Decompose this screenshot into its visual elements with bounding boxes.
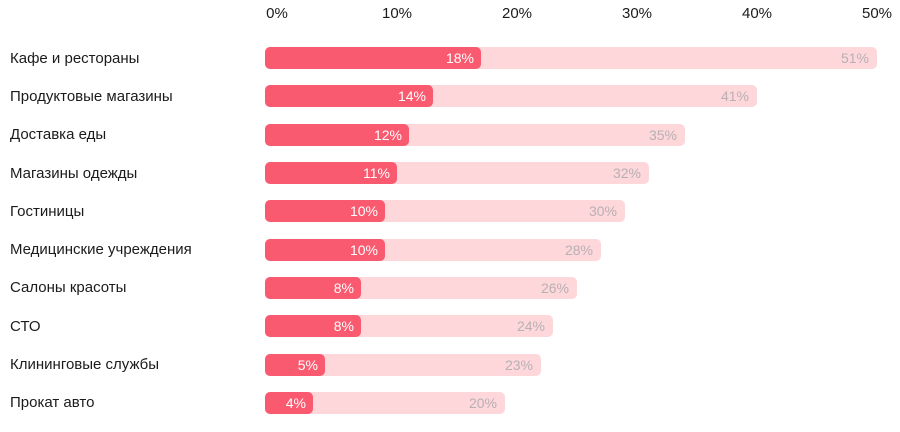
active-value-label: 12% xyxy=(373,126,402,143)
bar-track: 32% 11% xyxy=(265,162,900,185)
total-value-label: 35% xyxy=(648,126,677,143)
chart-row: Магазины одежды 32% 11% xyxy=(0,154,900,192)
bar-track: 41% 14% xyxy=(265,85,900,108)
chart-row: Медицинские учреждения 28% 10% xyxy=(0,230,900,268)
category-label: Салоны красоты xyxy=(10,279,127,297)
total-value-label: 41% xyxy=(720,88,749,105)
chart-row: Продуктовые магазины 41% 14% xyxy=(0,77,900,115)
total-value-label: 30% xyxy=(588,203,617,220)
x-axis-tick: 30% xyxy=(621,5,653,22)
active-value-label: 11% xyxy=(363,165,390,182)
chart-row: Салоны красоты 26% 8% xyxy=(0,269,900,307)
active-value-label: 10% xyxy=(349,241,378,258)
active-bar: 11% xyxy=(265,162,397,185)
chart-row: Клининговые службы 23% 5% xyxy=(0,345,900,383)
bar-track: 35% 12% xyxy=(265,123,900,146)
x-axis-tick: 20% xyxy=(501,5,533,22)
x-axis-tick: 50% xyxy=(861,5,893,22)
category-label: Медицинские учреждения xyxy=(10,241,192,259)
category-label: Продуктовые магазины xyxy=(10,87,173,105)
x-axis: 0% 10% 20% 30% 40% 50% xyxy=(0,5,900,25)
category-label: СТО xyxy=(10,317,41,335)
category-label: Кафе и рестораны xyxy=(10,49,140,67)
total-value-label: 26% xyxy=(540,279,569,296)
x-axis-tick: 0% xyxy=(266,5,288,22)
category-label: Прокат авто xyxy=(10,394,95,412)
bar-track: 28% 10% xyxy=(265,238,900,261)
total-value-label: 20% xyxy=(468,394,497,411)
active-bar: 10% xyxy=(265,200,385,223)
active-bar: 5% xyxy=(265,353,325,376)
total-value-label: 28% xyxy=(564,241,593,258)
active-bar: 14% xyxy=(265,85,433,108)
active-bar: 12% xyxy=(265,123,409,146)
active-bar: 10% xyxy=(265,238,385,261)
active-value-label: 4% xyxy=(285,394,306,411)
bar-track: 24% 8% xyxy=(265,315,900,338)
active-bar: 4% xyxy=(265,391,313,414)
active-bar: 8% xyxy=(265,276,361,299)
bar-track: 30% 10% xyxy=(265,200,900,223)
category-label: Гостиницы xyxy=(10,202,85,220)
bar-track: 23% 5% xyxy=(265,353,900,376)
chart-row: Прокат авто 20% 4% xyxy=(0,384,900,422)
active-value-label: 5% xyxy=(297,356,318,373)
total-value-label: 23% xyxy=(504,356,533,373)
active-value-label: 18% xyxy=(445,50,474,67)
x-axis-tick: 40% xyxy=(741,5,773,22)
total-value-label: 24% xyxy=(516,318,545,335)
active-bar: 8% xyxy=(265,315,361,338)
chart-row: Доставка еды 35% 12% xyxy=(0,116,900,154)
bar-track: 51% 18% xyxy=(265,47,900,70)
active-value-label: 10% xyxy=(349,203,378,220)
chart-row: Гостиницы 30% 10% xyxy=(0,192,900,230)
active-value-label: 14% xyxy=(397,88,426,105)
total-value-label: 32% xyxy=(612,165,641,182)
x-axis-tick: 10% xyxy=(381,5,413,22)
chart-row: Кафе и рестораны 51% 18% xyxy=(0,39,900,77)
category-label: Клининговые службы xyxy=(10,356,160,374)
chart-row: СТО 24% 8% xyxy=(0,307,900,345)
active-value-label: 8% xyxy=(333,279,354,296)
total-bar: 23% xyxy=(265,353,541,376)
total-value-label: 51% xyxy=(840,50,869,67)
category-label: Доставка еды xyxy=(10,126,107,144)
total-bar: 20% xyxy=(265,391,505,414)
active-value-label: 8% xyxy=(333,318,354,335)
bar-track: 26% 8% xyxy=(265,276,900,299)
chart-rows: Кафе и рестораны 51% 18% Продуктовые маг… xyxy=(0,39,900,422)
category-label: Магазины одежды xyxy=(10,164,138,182)
active-bar: 18% xyxy=(265,47,481,70)
bar-track: 20% 4% xyxy=(265,391,900,414)
